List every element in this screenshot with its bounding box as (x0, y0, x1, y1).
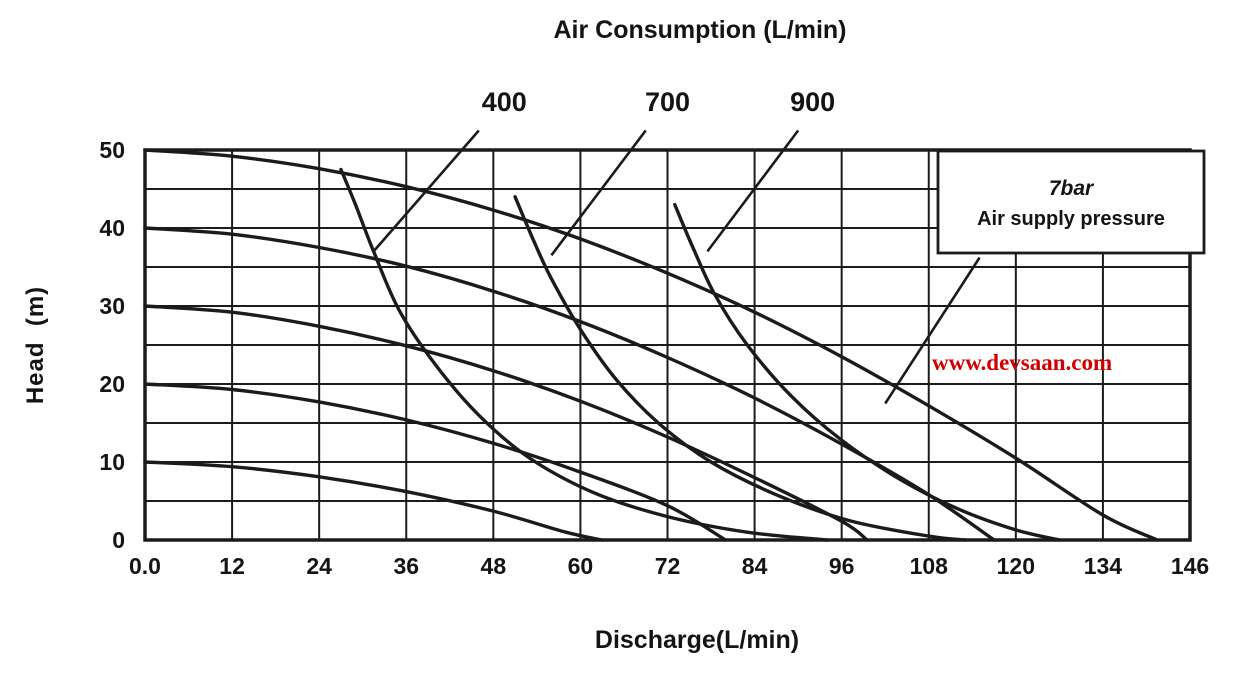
x-tick-label: 0.0 (129, 553, 161, 579)
y-tick-label: 10 (99, 449, 125, 475)
callout-leader-700 (550, 129, 647, 257)
x-tick-label: 120 (997, 553, 1035, 579)
x-tick-label: 60 (568, 553, 594, 579)
callout-label-700: 700 (645, 87, 690, 117)
pump-curve-head-10m (143, 460, 604, 542)
x-tick-label: 146 (1171, 553, 1209, 579)
callout-leader-400 (372, 129, 480, 253)
pump-curve-head-20m (143, 382, 728, 542)
callouts-layer: 400 700 900 (372, 87, 835, 257)
x-tick-label: 36 (393, 553, 419, 579)
legend-pressure-label: Air supply pressure (977, 208, 1165, 230)
air-consumption-400 (339, 167, 829, 542)
pump-curve-head-30m (143, 304, 869, 542)
grid-layer (143, 148, 1192, 542)
callout-label-900: 900 (790, 87, 835, 117)
callout-label-400: 400 (482, 87, 527, 117)
curves-layer (143, 148, 1159, 542)
air-consumption-900 (673, 202, 1062, 542)
legend-box: 7bar Air supply pressure (884, 149, 1206, 405)
x-tick-label: 134 (1084, 553, 1123, 579)
watermark: www.devsaan.com (932, 350, 1113, 375)
y-tick-label: 0 (112, 527, 125, 553)
y-tick-label: 30 (99, 293, 125, 319)
legend-leader-line (884, 256, 981, 405)
x-tick-label: 12 (219, 553, 245, 579)
x-tick-label: 48 (481, 553, 507, 579)
x-tick-label: 96 (829, 553, 855, 579)
y-tick-label: 50 (99, 137, 125, 163)
callout-leader-900 (706, 129, 800, 253)
tick-labels-layer: 0.0 12 24 36 48 60 72 84 96 108 120 134 146 0 10 20 30 40… (99, 137, 1209, 579)
pump-curve-head-50m (143, 148, 1159, 542)
y-tick-label: 20 (99, 371, 125, 397)
x-tick-label: 72 (655, 553, 681, 579)
legend-pressure-value: 7bar (1049, 177, 1095, 200)
air-consumption-700 (513, 195, 967, 542)
x-tick-label: 84 (742, 553, 768, 579)
chart-title: Air Consumption (L/min) (553, 16, 847, 44)
x-tick-label: 108 (910, 553, 949, 579)
y-tick-label: 40 (99, 215, 125, 241)
x-axis-label: Discharge(L/min) (594, 626, 800, 654)
x-tick-label: 24 (306, 553, 332, 579)
